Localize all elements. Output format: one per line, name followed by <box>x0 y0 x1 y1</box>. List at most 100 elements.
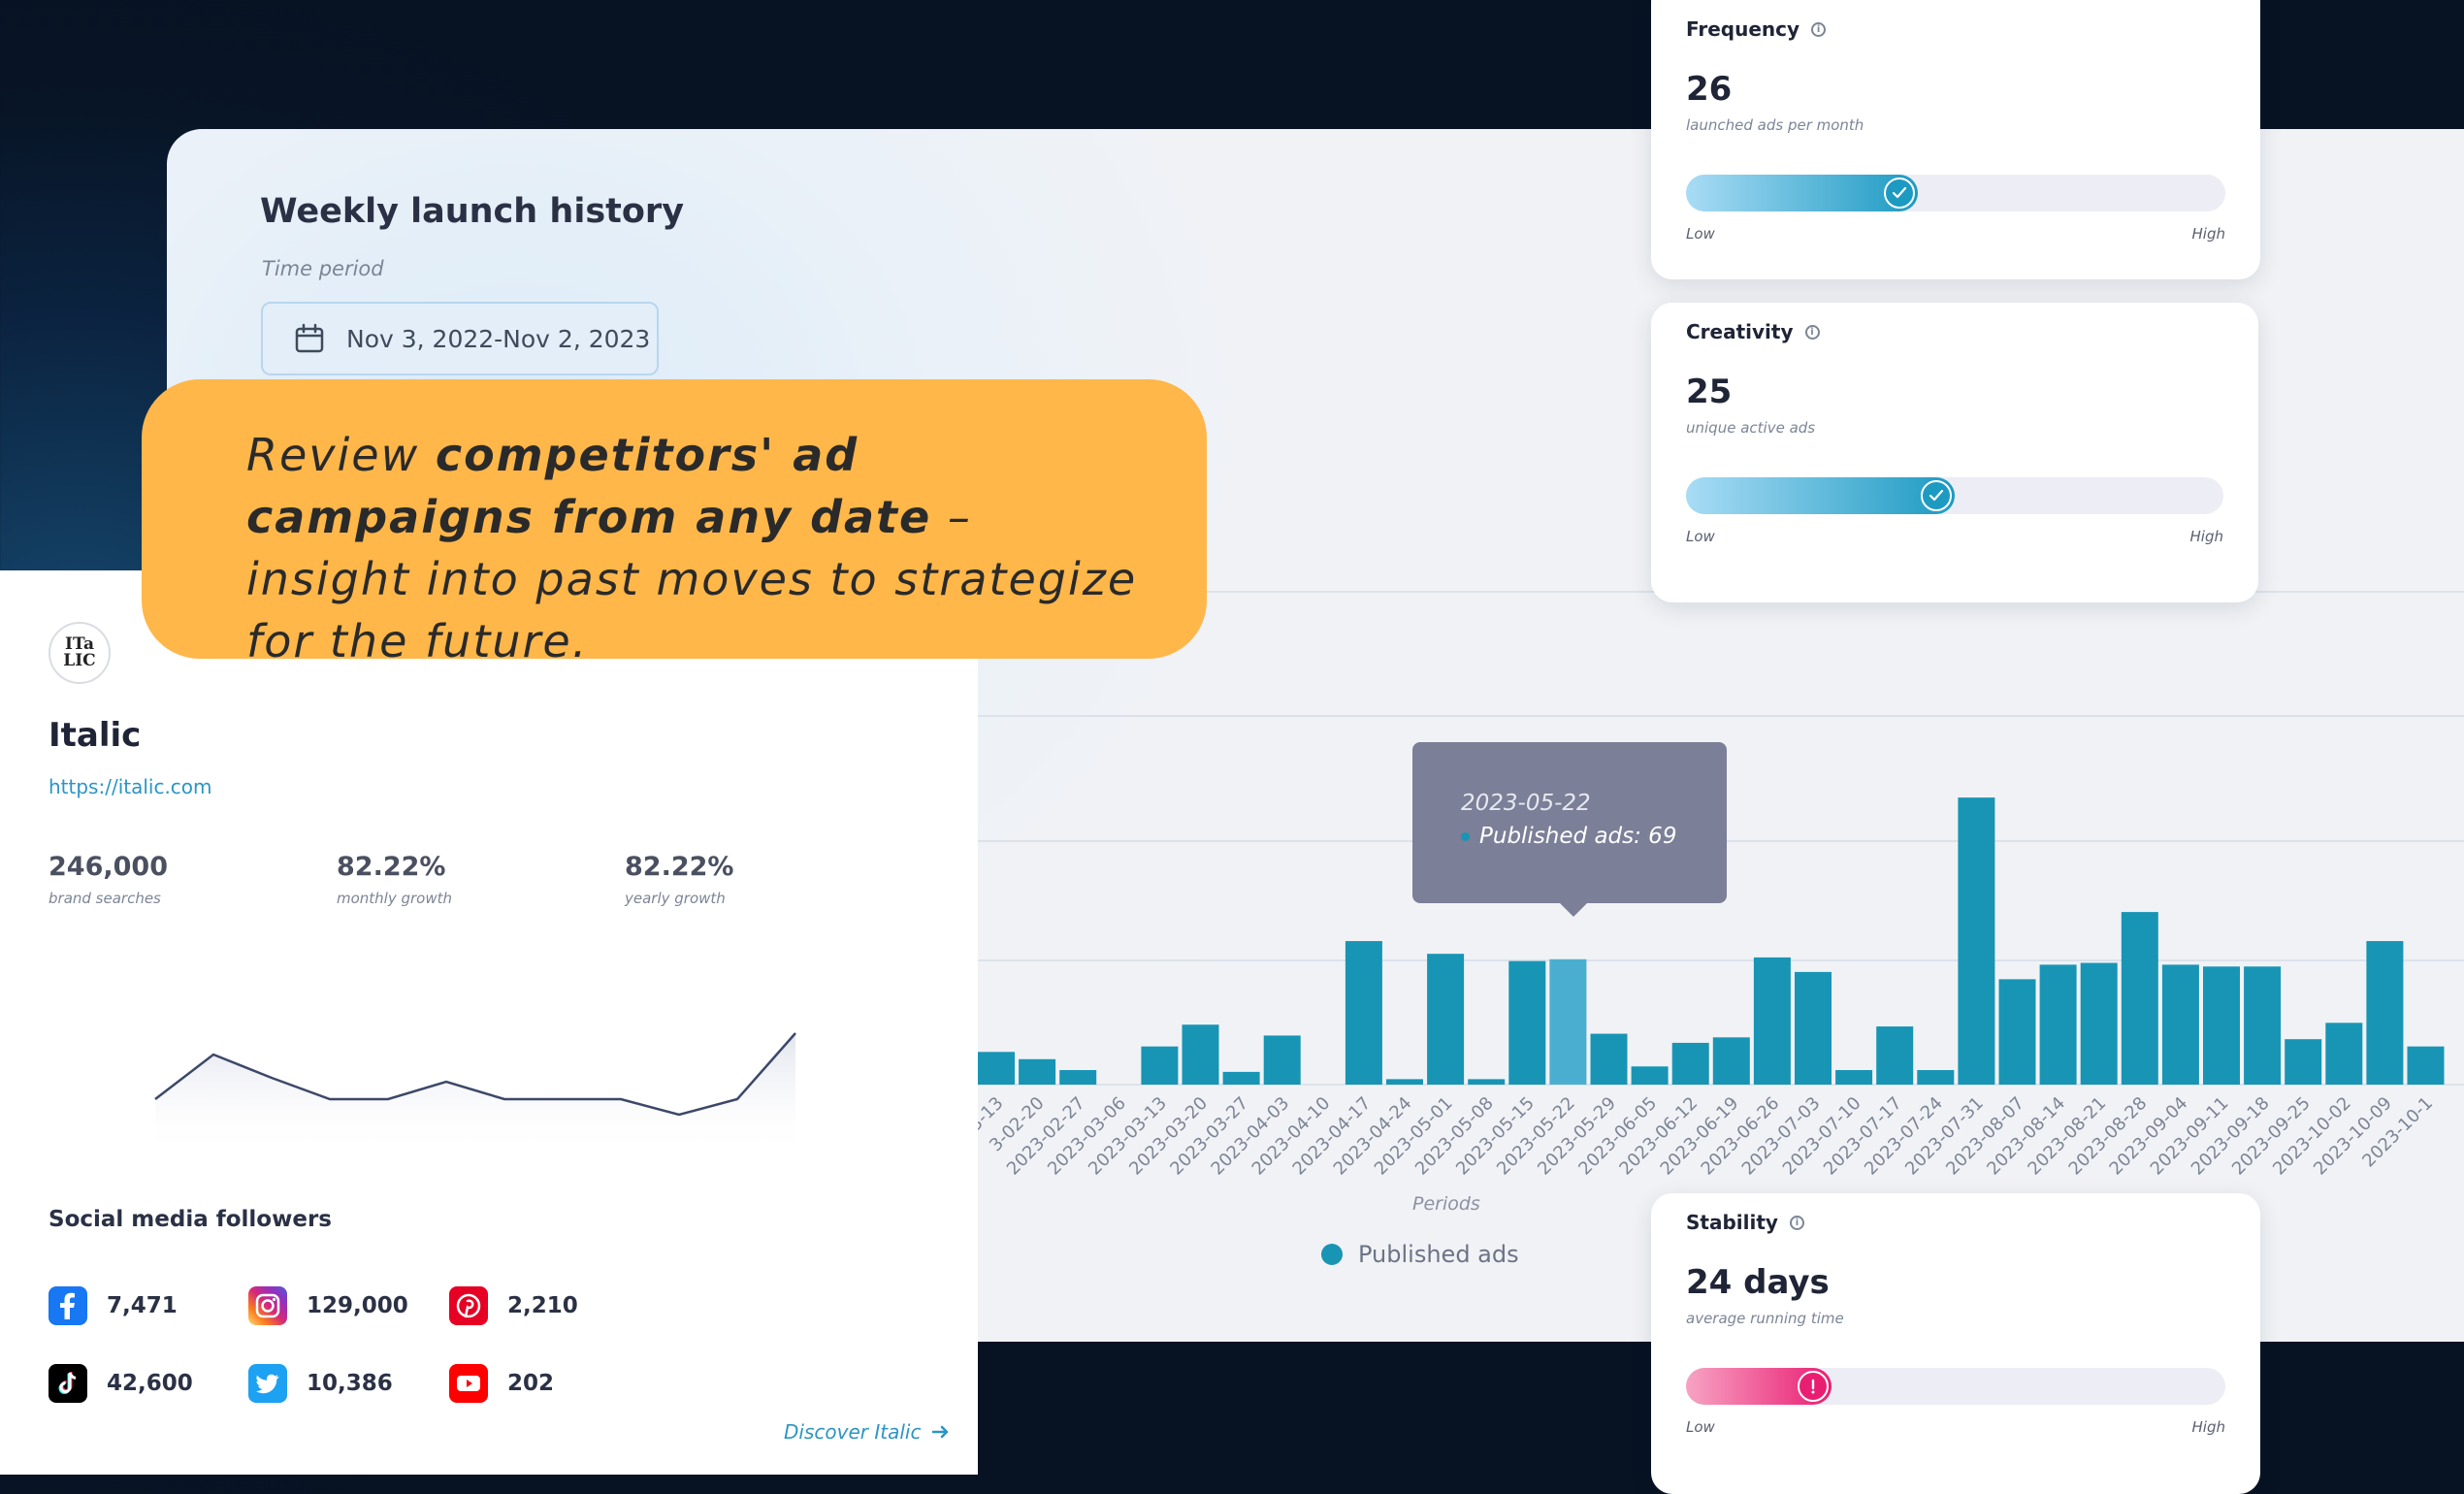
bar-2023-05-01[interactable] <box>1427 954 1465 1085</box>
info-icon[interactable]: i <box>1811 21 1827 37</box>
social-followers-title: Social media followers <box>49 1207 332 1232</box>
tooltip-value: Published ads: 69 <box>1479 824 1677 849</box>
creativity-card: Creativity i 25 unique active ads Low Hig… <box>1651 303 2258 602</box>
level-track <box>1686 1368 2225 1405</box>
social-count: 202 <box>507 1371 555 1396</box>
level-fill <box>1686 175 1919 211</box>
stat-value: 246,000 <box>49 852 168 882</box>
bar-2023-08-07[interactable] <box>1998 979 2036 1085</box>
bar-2023-04-24[interactable] <box>1386 1079 1423 1085</box>
card-title-text: Creativity <box>1686 320 1794 343</box>
brand-profile-card: ITa LIC Italic https://italic.com 246,00… <box>0 570 978 1475</box>
scale-high-label: High <box>2189 528 2223 545</box>
frequency-card: Frequency i 26 launched ads per month Low… <box>1651 0 2260 279</box>
bar-2023-07-10[interactable] <box>1835 1070 1873 1085</box>
bar-2023-03-13[interactable] <box>1141 1046 1179 1085</box>
bar-2023-02-13[interactable] <box>978 1052 1015 1085</box>
bar-2023-05-29[interactable] <box>1590 1033 1628 1085</box>
discover-brand-link[interactable]: Discover Italic <box>784 1420 952 1444</box>
bar-2023-06-19[interactable] <box>1712 1037 1750 1085</box>
level-fill <box>1686 477 1955 514</box>
x-axis-title: Periods <box>1412 1193 1480 1215</box>
social-twitter[interactable]: 10,386 <box>248 1364 393 1403</box>
bar-2023-05-22[interactable] <box>1549 958 1587 1085</box>
stat-label: yearly growth <box>625 890 726 907</box>
panel-title: Weekly launch history <box>260 192 685 231</box>
card-subtitle: average running time <box>1686 1310 1844 1327</box>
tooltip-value-row: Published ads: 69 <box>1461 824 1676 849</box>
bar-2023-10-02[interactable] <box>2325 1023 2363 1085</box>
bar-2023-02-27[interactable] <box>1059 1070 1097 1085</box>
bar-2023-07-24[interactable] <box>1917 1070 1955 1085</box>
stat-label: brand searches <box>49 890 161 907</box>
stat-yearly-growth: 82.22% yearly growth <box>625 852 733 907</box>
bar-2023-08-28[interactable] <box>2121 912 2158 1085</box>
twitter-icon <box>248 1364 287 1403</box>
time-period-label: Time period <box>262 257 384 280</box>
chart-tooltip: 2023-05-22 Published ads: 69 <box>1412 742 1727 917</box>
social-pinterest[interactable]: 2,210 <box>449 1286 578 1325</box>
card-subtitle: unique active ads <box>1686 419 1816 437</box>
social-count: 7,471 <box>107 1293 178 1318</box>
promo-callout: Review competitors' ad campaigns from an… <box>142 379 1207 667</box>
stability-card: Stability i 24 days average running time … <box>1651 1193 2260 1494</box>
social-facebook[interactable]: 7,471 <box>49 1286 178 1325</box>
bar-2023-02-20[interactable] <box>1019 1058 1056 1085</box>
bar-2023-10-09[interactable] <box>2366 941 2404 1085</box>
scale-low-label: Low <box>1686 1418 1715 1436</box>
bar-2023-07-31[interactable] <box>1958 797 1995 1085</box>
bar-2023-04-03[interactable] <box>1263 1035 1301 1085</box>
sparkline-line <box>154 1032 796 1117</box>
legend-label: Published ads <box>1358 1241 1519 1268</box>
bar-2023-03-27[interactable] <box>1222 1071 1260 1085</box>
calendar-icon <box>295 323 324 353</box>
social-tiktok[interactable]: 42,600 <box>49 1364 193 1403</box>
tooltip-dot <box>1461 831 1470 841</box>
callout-part2: – insight into past moves to strategize … <box>246 491 1138 667</box>
bar-2023-09-04[interactable] <box>2161 964 2199 1085</box>
check-icon <box>1921 480 1952 511</box>
stat-label: monthly growth <box>337 890 453 907</box>
bar-2023-06-26[interactable] <box>1753 957 1791 1085</box>
stat-value: 82.22% <box>337 852 446 882</box>
bar-2023-10-16[interactable] <box>2407 1046 2445 1085</box>
bar-2023-08-14[interactable] <box>2039 964 2077 1085</box>
bar-2023-07-03[interactable] <box>1795 971 1832 1085</box>
youtube-icon <box>449 1364 488 1403</box>
sparkline-area <box>155 1033 795 1157</box>
bar-2023-07-17[interactable] <box>1876 1026 1914 1085</box>
bar-2023-09-18[interactable] <box>2244 966 2282 1085</box>
info-icon[interactable]: i <box>1804 324 1820 340</box>
level-track <box>1686 175 2225 211</box>
facebook-icon <box>49 1286 87 1325</box>
info-icon[interactable]: i <box>1789 1215 1804 1230</box>
card-title: Creativity i <box>1686 320 1820 343</box>
scale-low-label: Low <box>1686 528 1715 545</box>
card-value: 25 <box>1686 373 1733 411</box>
bar-2023-08-21[interactable] <box>2080 962 2118 1085</box>
stat-value: 82.22% <box>625 852 734 882</box>
card-value: 24 days <box>1686 1263 1830 1302</box>
social-youtube[interactable]: 202 <box>449 1364 554 1403</box>
alert-icon <box>1798 1371 1830 1402</box>
check-icon <box>1884 178 1916 209</box>
bar-2023-05-15[interactable] <box>1508 960 1546 1085</box>
brand-url-link[interactable]: https://italic.com <box>49 775 212 798</box>
social-instagram[interactable]: 129,000 <box>248 1286 408 1325</box>
card-subtitle: launched ads per month <box>1686 116 1864 134</box>
bar-2023-05-08[interactable] <box>1468 1079 1506 1085</box>
chart-legend[interactable]: Published ads <box>1321 1241 1519 1268</box>
scale-high-label: High <box>2191 1418 2225 1436</box>
date-range-picker[interactable]: Nov 3, 2022-Nov 2, 2023 <box>261 302 659 375</box>
bar-2023-06-05[interactable] <box>1631 1066 1669 1085</box>
legend-swatch <box>1321 1244 1343 1265</box>
bar-2023-09-25[interactable] <box>2285 1039 2322 1085</box>
bar-2023-03-20[interactable] <box>1182 1024 1219 1085</box>
date-range-value: Nov 3, 2022-Nov 2, 2023 <box>346 324 651 353</box>
card-title: Stability i <box>1686 1211 1804 1234</box>
bar-2023-09-11[interactable] <box>2203 966 2240 1085</box>
bar-2023-06-12[interactable] <box>1671 1042 1709 1085</box>
callout-text: Review competitors' ad campaigns from an… <box>246 424 1139 672</box>
card-value: 26 <box>1686 70 1733 109</box>
bar-2023-04-17[interactable] <box>1345 941 1382 1085</box>
